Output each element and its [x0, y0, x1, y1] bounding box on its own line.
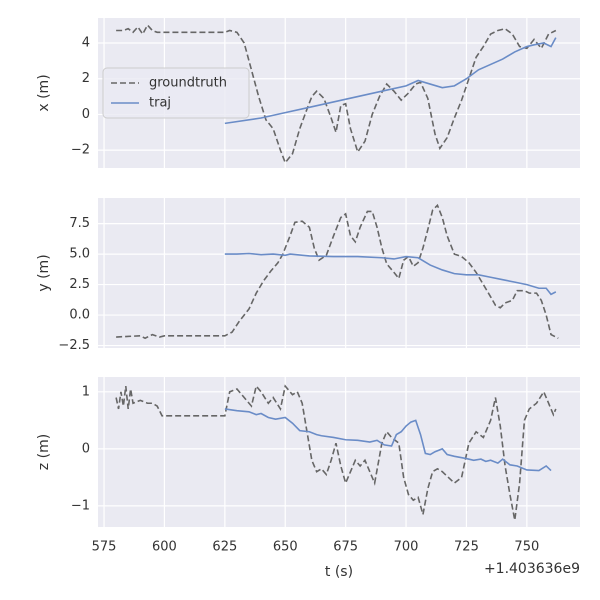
plot-area: [98, 377, 580, 527]
y-tick-label: 2.5: [69, 277, 90, 292]
x-offset-text: +1.403636e9: [484, 561, 580, 577]
y-tick-label: −1: [71, 498, 90, 513]
series-line: [224, 37, 557, 125]
series-line: [224, 252, 557, 296]
x-tick-label: 625: [212, 540, 237, 555]
series-line: [116, 203, 559, 340]
plot-area: [98, 198, 580, 348]
y-tick-label: 0: [82, 107, 90, 122]
y-tick-label: 1: [82, 384, 90, 399]
x-tick-label: 575: [92, 540, 117, 555]
y-tick-label: 0.0: [69, 308, 90, 323]
x-tick-label: 600: [152, 540, 177, 555]
x-axis-label: t (s): [325, 564, 353, 580]
series-line: [116, 23, 557, 165]
y-tick-label: −2.5: [58, 338, 90, 353]
y-axis-label: y (m): [36, 254, 52, 291]
legend-box: [102, 67, 250, 119]
y-tick-label: 5.0: [69, 247, 90, 262]
x-tick-label: 725: [454, 540, 479, 555]
legend-label: traj: [149, 96, 171, 111]
x-tick-label: 700: [394, 540, 419, 555]
y-tick-label: 4: [82, 36, 90, 51]
x-tick-label: 650: [273, 540, 298, 555]
y-axis-label: x (m): [36, 74, 52, 111]
legend-label: groundtruth: [149, 76, 227, 91]
series-line: [224, 408, 552, 472]
x-tick-label: 675: [333, 540, 358, 555]
series-line: [115, 384, 557, 521]
y-tick-label: 2: [82, 71, 90, 86]
x-tick-label: 750: [514, 540, 539, 555]
y-tick-label: −2: [71, 143, 90, 158]
y-tick-label: 7.5: [69, 216, 90, 231]
y-axis-label: z (m): [36, 434, 52, 470]
y-tick-label: 0: [82, 441, 90, 456]
